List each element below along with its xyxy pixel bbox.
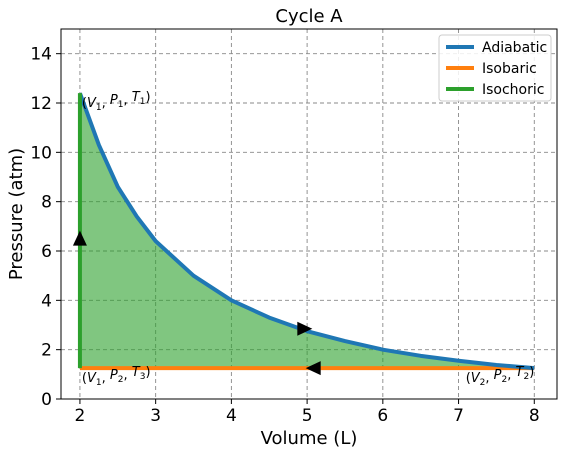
x-tick-label: 8 <box>529 406 540 426</box>
legend-label-isochoric: Isochoric <box>482 82 544 98</box>
axis-ticks: 2 3 4 5 6 7 8 0 2 4 6 8 10 12 14 <box>30 45 539 426</box>
arrow-up <box>72 230 87 246</box>
state-annotations: (V1, P1, T1) (V1, P2, T3) (V2, P2, T2) <box>82 90 534 388</box>
adiabatic-line <box>78 92 535 371</box>
y-tick-label: 0 <box>41 390 52 410</box>
x-tick-label: 4 <box>226 406 237 426</box>
x-tick-label: 7 <box>453 406 464 426</box>
legend: Adiabatic Isobaric Isochoric <box>438 34 552 102</box>
chart-title: Cycle A <box>275 6 343 27</box>
x-tick-label: 5 <box>302 406 313 426</box>
direction-arrows <box>72 230 321 376</box>
y-axis-label: Pressure (atm) <box>6 148 27 280</box>
y-tick-label: 14 <box>30 45 52 65</box>
x-tick-label: 3 <box>150 406 161 426</box>
x-tick-label: 6 <box>377 406 388 426</box>
enclosed-area <box>79 93 535 369</box>
y-tick-label: 10 <box>30 143 52 163</box>
state-label: (V1, P1, T1) <box>82 90 151 113</box>
y-tick-label: 2 <box>41 341 52 361</box>
cycle-work-area <box>79 93 535 369</box>
state-label: (V2, P2, T2) <box>466 365 535 388</box>
state-label: (V1, P2, T3) <box>82 365 151 388</box>
y-tick-label: 12 <box>30 94 52 114</box>
legend-box <box>438 34 552 102</box>
y-tick-label: 6 <box>41 242 52 262</box>
y-tick-label: 8 <box>41 193 52 213</box>
legend-label-adiabatic: Adiabatic <box>482 40 547 56</box>
arrow-left <box>305 361 321 376</box>
y-tick-label: 4 <box>41 291 52 311</box>
x-axis-label: Volume (L) <box>261 428 358 449</box>
x-tick-label: 2 <box>75 406 86 426</box>
legend-label-isobaric: Isobaric <box>482 61 537 77</box>
arrow-right <box>297 321 313 336</box>
plot-frame <box>60 28 558 400</box>
